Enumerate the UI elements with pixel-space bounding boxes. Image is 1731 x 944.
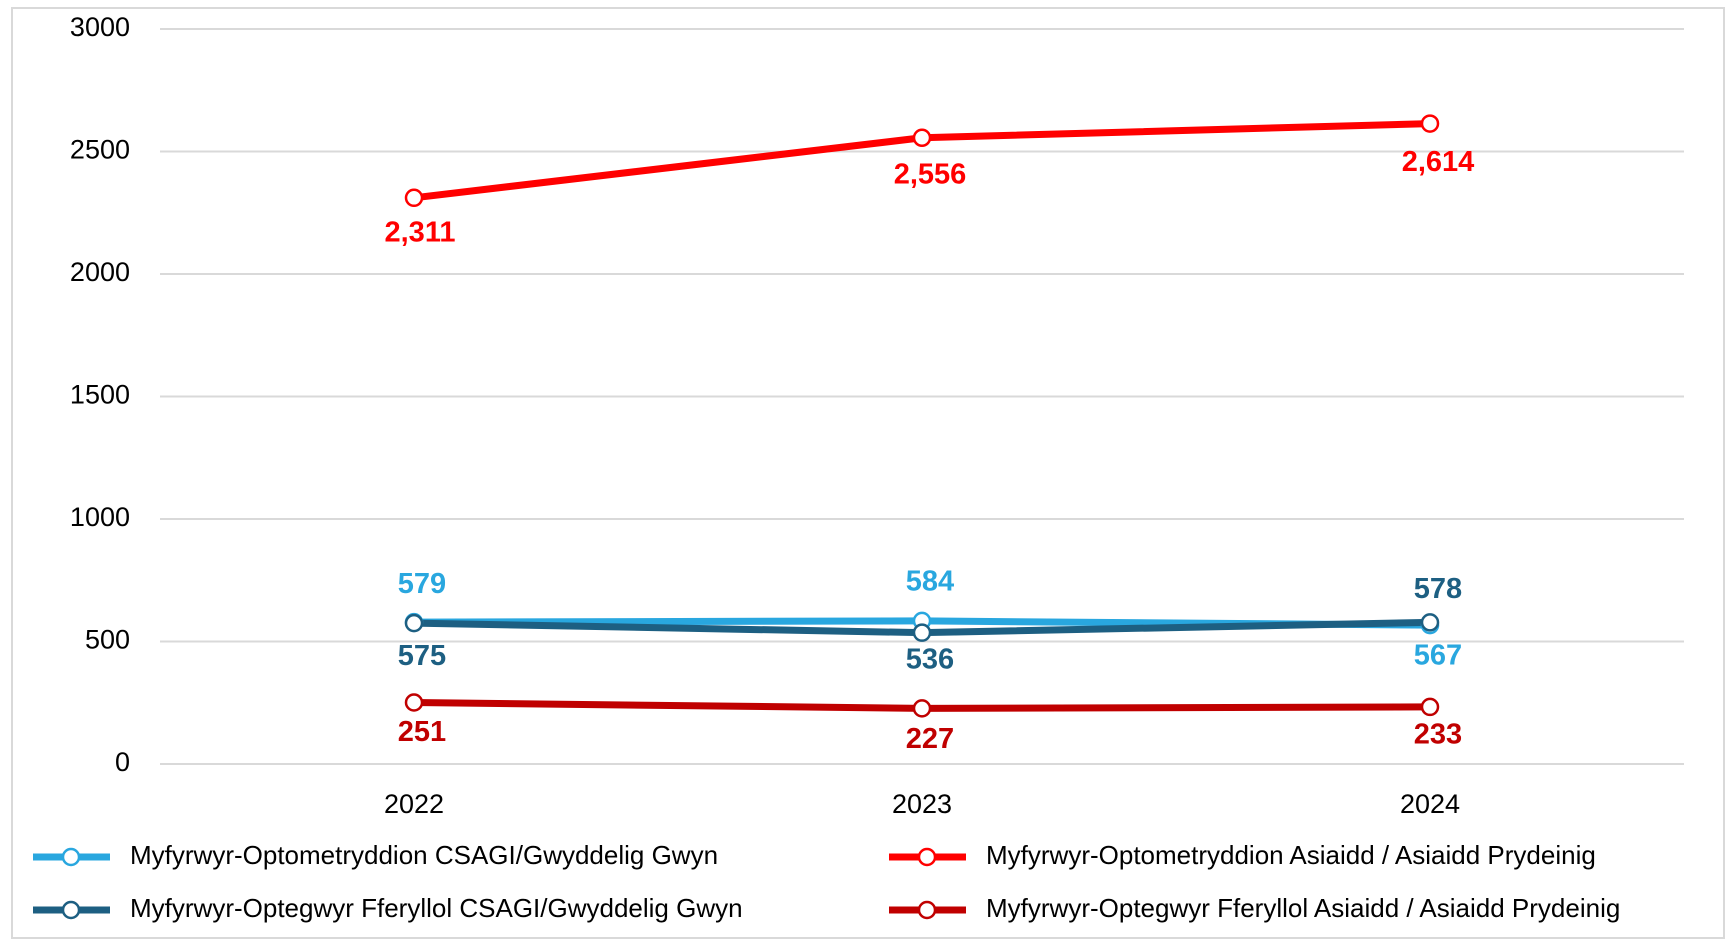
y-tick-label: 1500 <box>70 380 130 410</box>
legend-marker <box>917 900 937 920</box>
y-tick-label: 500 <box>85 625 130 655</box>
legend-marker <box>917 847 937 867</box>
data-point <box>912 128 932 148</box>
data-point <box>912 623 932 642</box>
legend-label: Myfyrwyr-Optegwyr Fferyllol CSAGI/Gwydde… <box>130 893 743 923</box>
data-label: 2,614 <box>1402 146 1475 178</box>
data-point <box>1420 613 1440 632</box>
data-label: 579 <box>398 568 446 600</box>
data-point <box>1420 114 1440 133</box>
data-point <box>404 693 424 712</box>
data-label: 233 <box>1414 719 1462 751</box>
data-point <box>404 613 424 633</box>
data-label: 575 <box>398 640 446 672</box>
chart-border <box>11 7 1725 939</box>
legend-marker <box>61 900 81 920</box>
y-tick-label: 0 <box>115 747 130 777</box>
data-label: 567 <box>1414 640 1462 672</box>
y-tick-label: 3000 <box>70 12 130 42</box>
y-tick-label: 1000 <box>70 502 130 532</box>
data-point <box>912 699 932 718</box>
y-tick-label: 2500 <box>70 135 130 165</box>
data-point <box>404 188 424 208</box>
x-tick-label: 2022 <box>384 789 444 819</box>
y-tick-label: 2000 <box>70 257 130 287</box>
data-label: 2,556 <box>894 158 967 190</box>
data-label: 2,311 <box>385 216 456 248</box>
legend-label: Myfyrwyr-Optegwyr Fferyllol Asiaidd / As… <box>986 893 1620 923</box>
legend-marker <box>61 847 81 867</box>
data-label: 578 <box>1414 573 1462 605</box>
data-label: 227 <box>906 723 954 755</box>
legend-label: Myfyrwyr-Optometryddion Asiaidd / Asiaid… <box>986 840 1596 870</box>
data-label: 536 <box>906 643 954 675</box>
x-tick-label: 2024 <box>1400 789 1460 819</box>
legend-label: Myfyrwyr-Optometryddion CSAGI/Gwyddelig … <box>130 840 718 870</box>
data-label: 584 <box>906 566 954 598</box>
x-tick-label: 2023 <box>892 789 952 819</box>
data-label: 251 <box>398 716 446 748</box>
data-point <box>1420 697 1440 717</box>
